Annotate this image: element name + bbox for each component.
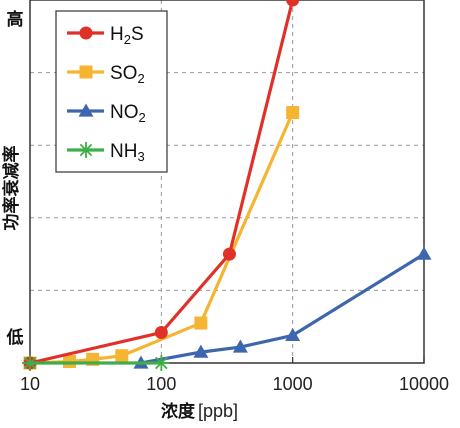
data-point — [78, 103, 94, 117]
data-point — [286, 0, 300, 7]
series-NO2 — [133, 246, 432, 369]
data-point — [79, 65, 93, 79]
x-tick-label: 10000 — [399, 374, 449, 394]
y-low-label: 低 — [6, 327, 24, 348]
x-axis-title-text: 浓度 — [161, 401, 196, 422]
series-layer — [22, 0, 432, 371]
data-point — [79, 26, 93, 40]
x-ticks: 10 100 1000 10000 — [20, 357, 449, 394]
asterisk-stroke — [23, 356, 37, 370]
legend-label: NO2 — [110, 102, 146, 125]
x-tick-label: 1000 — [273, 374, 313, 394]
data-point — [153, 355, 170, 371]
legend-label: H2S — [110, 24, 144, 47]
series-NH3 — [22, 355, 170, 371]
asterisk-stroke — [79, 143, 93, 157]
x-axis-unit: [ppb] — [198, 401, 238, 421]
legend: H2S SO2 NO2 NH3 — [55, 10, 168, 173]
data-point — [115, 349, 129, 363]
data-point — [194, 316, 208, 330]
data-point — [285, 327, 301, 342]
x-tick-label: 100 — [146, 374, 176, 394]
data-point — [232, 339, 248, 353]
legend-box — [55, 10, 168, 173]
data-point — [78, 142, 94, 158]
x-tick-label: 10 — [20, 374, 40, 394]
series-line — [29, 0, 295, 365]
legend-label: SO2 — [110, 63, 145, 86]
legend-item-NO2: NO2 — [67, 102, 146, 125]
data-point — [416, 246, 432, 260]
data-point — [222, 247, 236, 261]
data-point — [22, 355, 38, 371]
asterisk-stroke — [155, 356, 168, 370]
legend-item-H2S: H2S — [67, 24, 144, 47]
x-axis-title: 浓度 [ppb] — [161, 401, 238, 422]
data-point — [193, 344, 209, 358]
legend-item-SO2: SO2 — [67, 63, 145, 86]
data-point — [154, 326, 168, 340]
legend-label: NH3 — [110, 141, 145, 164]
y-high-label: 高 — [7, 9, 24, 30]
legend-item-NH3: NH3 — [67, 141, 145, 164]
plot-frame — [29, 0, 425, 364]
data-point — [286, 106, 300, 120]
y-axis-title: 功率衰减率 — [1, 146, 22, 231]
